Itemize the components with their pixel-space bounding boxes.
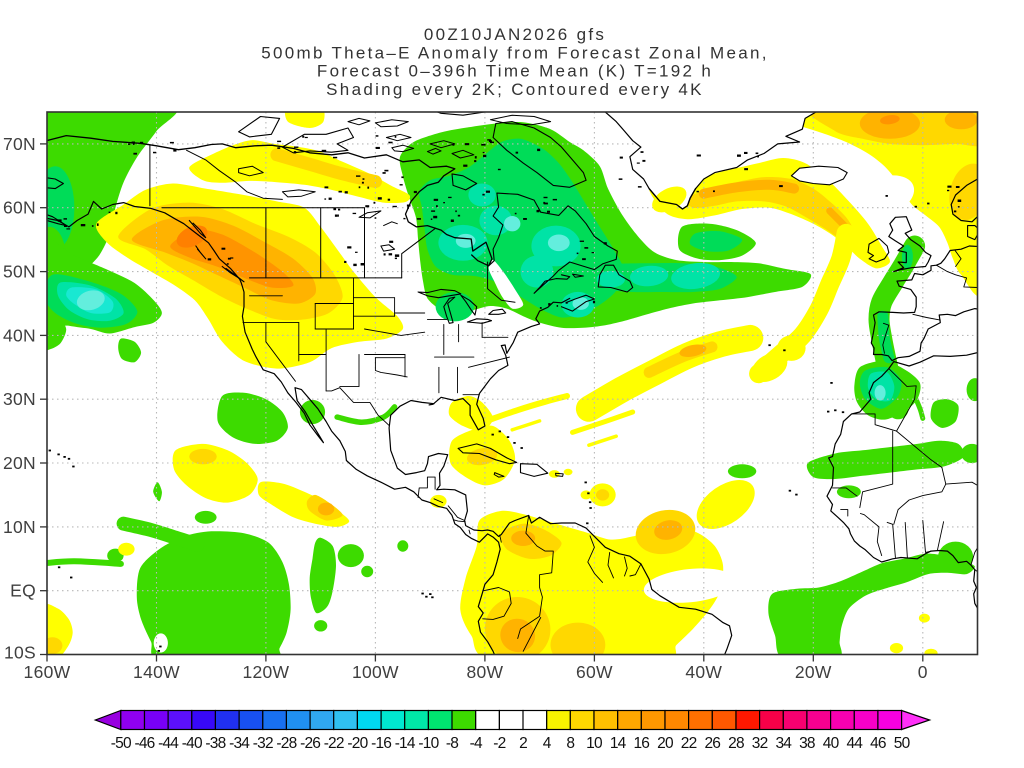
svg-text:-34: -34 xyxy=(229,735,250,752)
svg-text:-32: -32 xyxy=(253,735,273,752)
svg-text:-44: -44 xyxy=(158,735,179,752)
svg-text:60N: 60N xyxy=(3,198,36,218)
svg-text:22: 22 xyxy=(681,735,697,752)
svg-text:-26: -26 xyxy=(300,735,320,752)
svg-text:Forecast 0–396h Time Mean (K): Forecast 0–396h Time Mean (K) T=192 h xyxy=(317,62,713,81)
svg-text:4: 4 xyxy=(543,735,552,752)
svg-text:120W: 120W xyxy=(242,662,289,682)
svg-text:50N: 50N xyxy=(3,262,36,282)
svg-text:34: 34 xyxy=(775,735,792,752)
svg-text:10S: 10S xyxy=(4,643,36,663)
svg-text:30N: 30N xyxy=(3,389,36,409)
svg-text:14: 14 xyxy=(610,735,627,752)
svg-text:-8: -8 xyxy=(446,735,458,752)
svg-text:40N: 40N xyxy=(3,325,36,345)
svg-text:-22: -22 xyxy=(324,735,344,752)
svg-text:2: 2 xyxy=(519,735,527,752)
svg-text:-2: -2 xyxy=(493,735,505,752)
svg-text:60W: 60W xyxy=(576,662,613,682)
svg-text:38: 38 xyxy=(799,735,815,752)
svg-text:-50: -50 xyxy=(111,735,132,752)
svg-text:00Z10JAN2026 gfs: 00Z10JAN2026 gfs xyxy=(424,25,606,44)
svg-text:8: 8 xyxy=(566,735,574,752)
svg-text:20: 20 xyxy=(657,735,674,752)
svg-text:-16: -16 xyxy=(371,735,391,752)
svg-text:26: 26 xyxy=(704,735,720,752)
svg-text:-38: -38 xyxy=(205,735,225,752)
svg-text:44: 44 xyxy=(846,735,863,752)
svg-text:100W: 100W xyxy=(352,662,399,682)
svg-text:80W: 80W xyxy=(466,662,503,682)
svg-text:20N: 20N xyxy=(3,453,36,473)
svg-text:0: 0 xyxy=(918,662,928,682)
svg-text:20W: 20W xyxy=(795,662,832,682)
svg-text:140W: 140W xyxy=(133,662,180,682)
svg-text:40: 40 xyxy=(823,735,840,752)
svg-text:46: 46 xyxy=(870,735,886,752)
svg-text:16: 16 xyxy=(633,735,649,752)
svg-text:-20: -20 xyxy=(347,735,368,752)
svg-text:40W: 40W xyxy=(685,662,722,682)
svg-text:-46: -46 xyxy=(134,735,154,752)
svg-text:500mb Theta–E Anomaly from For: 500mb Theta–E Anomaly from Forecast Zona… xyxy=(261,43,768,62)
svg-text:-40: -40 xyxy=(182,735,203,752)
svg-text:-10: -10 xyxy=(418,735,439,752)
svg-text:10N: 10N xyxy=(3,517,36,537)
svg-text:-4: -4 xyxy=(470,735,483,752)
svg-text:-28: -28 xyxy=(276,735,296,752)
svg-text:32: 32 xyxy=(752,735,768,752)
svg-text:70N: 70N xyxy=(3,134,36,154)
svg-text:160W: 160W xyxy=(24,662,71,682)
svg-text:50: 50 xyxy=(894,735,911,752)
svg-text:28: 28 xyxy=(728,735,744,752)
svg-text:EQ: EQ xyxy=(10,581,36,601)
svg-text:Shading every 2K; Contoured ev: Shading every 2K; Contoured every 4K xyxy=(326,80,704,99)
svg-text:-14: -14 xyxy=(395,735,416,752)
svg-text:10: 10 xyxy=(586,735,603,752)
